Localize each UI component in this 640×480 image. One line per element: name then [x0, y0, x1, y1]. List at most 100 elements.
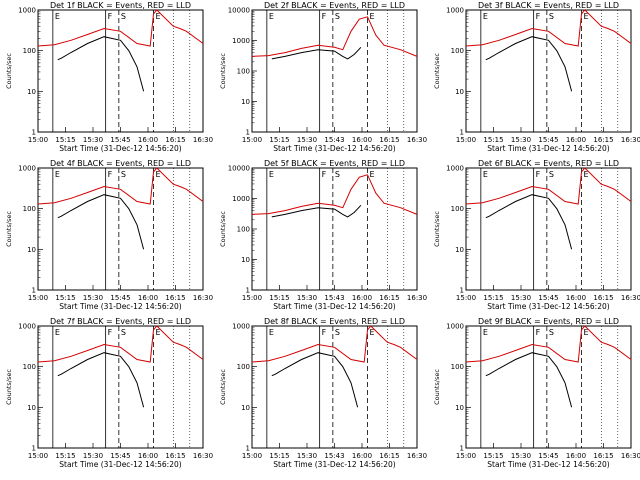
y-tick-label: 1000: [232, 195, 250, 203]
event-marker-label: S: [549, 12, 554, 21]
events-series-line: [485, 194, 573, 250]
y-tick-label: 1000: [446, 165, 464, 173]
x-tick-label: 15:43: [324, 294, 344, 302]
x-tick-label: 15:45: [110, 136, 130, 144]
event-marker-label: E: [370, 328, 375, 337]
y-tick-label: 10: [27, 88, 36, 96]
x-axis-label: Start Time (31-Dec-12 14:56:20): [59, 302, 181, 311]
x-tick-label: 15:15: [483, 136, 503, 144]
x-tick-label: 15:15: [269, 136, 289, 144]
x-tick-label: 16:30: [621, 294, 640, 302]
event-marker-label: E: [584, 12, 589, 21]
x-tick-label: 15:45: [538, 452, 558, 460]
y-tick-label: 10: [27, 404, 36, 412]
y-tick-label: 100: [237, 68, 250, 76]
x-tick-label: 16:15: [593, 136, 613, 144]
event-marker-label: E: [584, 170, 589, 179]
events-series-line: [57, 352, 145, 408]
y-tick-label: 100: [237, 363, 250, 371]
chart-panel: Det 7f BLACK = Events, RED = LLD Counts/s…: [5, 317, 213, 469]
y-tick-label: 1: [32, 129, 36, 137]
event-marker-label: S: [121, 12, 126, 21]
x-tick-label: 15:00: [242, 136, 262, 144]
event-marker-label: F: [322, 12, 327, 21]
y-tick-label: 100: [23, 205, 36, 213]
y-tick-label: 100: [237, 226, 250, 234]
y-tick-label: 10000: [228, 7, 250, 15]
x-tick-label: 15:43: [324, 136, 344, 144]
chart-title: Det 5f BLACK = Events, RED = LLD: [264, 159, 405, 168]
x-tick-label: 15:15: [483, 294, 503, 302]
x-tick-label: 16:00: [566, 136, 586, 144]
x-tick-label: 15:00: [456, 136, 476, 144]
chart-title: Det 2f BLACK = Events, RED = LLD: [264, 1, 405, 10]
events-series-line: [271, 352, 359, 408]
event-marker-label: E: [584, 328, 589, 337]
x-tick-label: 16:15: [165, 136, 185, 144]
chart-panel: Det 6f BLACK = Events, RED = LLD Counts/s…: [433, 159, 640, 311]
event-marker-label: E: [269, 170, 274, 179]
y-tick-label: 100: [23, 363, 36, 371]
x-tick-label: 15:00: [242, 452, 262, 460]
event-marker-label: E: [55, 328, 60, 337]
x-tick-label: 16:15: [593, 452, 613, 460]
x-tick-label: 15:00: [28, 294, 48, 302]
events-series-line: [485, 352, 573, 408]
y-tick-label: 1000: [446, 323, 464, 331]
event-marker-label: F: [536, 12, 541, 21]
event-marker-label: E: [55, 12, 60, 21]
x-tick-label: 15:45: [110, 452, 130, 460]
event-marker-label: E: [483, 12, 488, 21]
y-tick-label: 10: [455, 246, 464, 254]
lld-series-line: [37, 167, 204, 205]
event-marker-label: F: [108, 170, 113, 179]
y-tick-label: 10: [241, 404, 250, 412]
y-tick-label: 1: [460, 445, 464, 453]
event-marker-label: E: [370, 170, 375, 179]
y-axis-label: Counts/sec: [433, 369, 441, 405]
x-axis-label: Start Time (31-Dec-12 14:56:20): [59, 460, 181, 469]
x-tick-label: 15:00: [456, 294, 476, 302]
chart-panel: Det 9f BLACK = Events, RED = LLD Counts/s…: [433, 317, 640, 469]
x-tick-label: 16:30: [621, 136, 640, 144]
y-tick-label: 100: [451, 363, 464, 371]
event-marker-label: F: [322, 170, 327, 179]
event-marker-label: E: [156, 12, 161, 21]
y-axis-label: Counts/sec: [5, 53, 13, 89]
events-series-line: [57, 36, 145, 92]
lld-series-line: [251, 174, 418, 215]
x-tick-label: 16:00: [352, 294, 372, 302]
chart-title: Det 8f BLACK = Events, RED = LLD: [264, 317, 405, 326]
x-tick-label: 15:30: [83, 136, 103, 144]
chart-title: Det 4f BLACK = Events, RED = LLD: [50, 159, 191, 168]
x-axis-label: Start Time (31-Dec-12 14:56:20): [487, 144, 609, 153]
x-tick-label: 16:15: [593, 294, 613, 302]
lld-series-line: [465, 325, 632, 363]
chart-title: Det 7f BLACK = Events, RED = LLD: [50, 317, 191, 326]
x-tick-label: 15:30: [511, 452, 531, 460]
events-series-line: [271, 204, 362, 218]
lld-series-line: [465, 167, 632, 205]
event-marker-label: S: [335, 170, 340, 179]
plot-frame: [251, 167, 418, 291]
lld-series-line: [37, 9, 204, 47]
y-tick-label: 10: [27, 246, 36, 254]
x-tick-label: 15:30: [83, 294, 103, 302]
x-tick-label: 15:30: [297, 452, 317, 460]
x-axis-label: Start Time (31-Dec-12 14:56:20): [487, 302, 609, 311]
lld-series-line: [251, 325, 418, 363]
x-tick-label: 16:30: [193, 136, 213, 144]
y-tick-label: 1: [460, 129, 464, 137]
event-marker-label: F: [108, 328, 113, 337]
x-tick-label: 16:15: [379, 294, 399, 302]
x-tick-label: 16:00: [566, 452, 586, 460]
x-tick-label: 16:30: [407, 136, 427, 144]
event-marker-label: E: [156, 170, 161, 179]
y-tick-label: 1: [246, 129, 250, 137]
chart-title: Det 1f BLACK = Events, RED = LLD: [50, 1, 191, 10]
chart-title: Det 9f BLACK = Events, RED = LLD: [478, 317, 619, 326]
y-tick-label: 10: [241, 98, 250, 106]
event-marker-label: S: [121, 170, 126, 179]
x-tick-label: 16:15: [379, 452, 399, 460]
